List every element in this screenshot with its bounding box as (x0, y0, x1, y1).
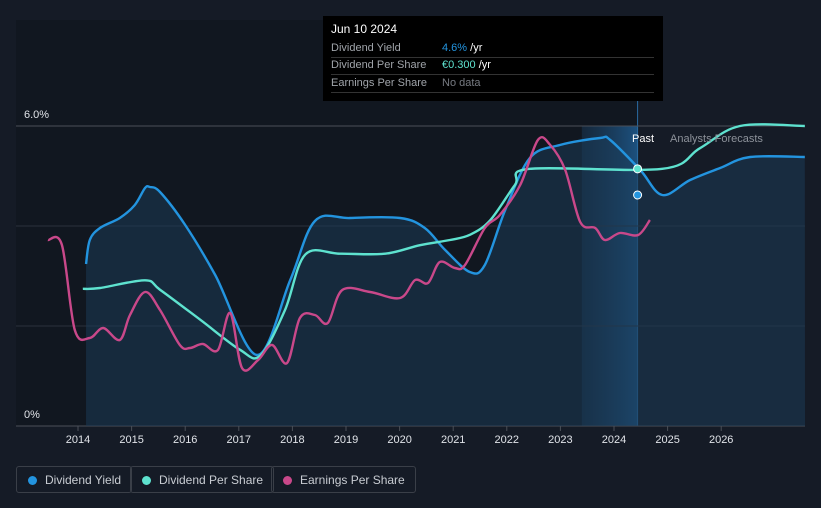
dividend-yield-marker (633, 190, 643, 200)
series-line-dividend-per-share (82, 123, 805, 360)
tooltip-row-dps: Dividend Per Share €0.300 /yr (331, 57, 654, 75)
x-tick-label: 2017 (227, 434, 251, 446)
x-tick-label: 2018 (280, 434, 304, 446)
legend-dividend-yield[interactable]: Dividend Yield (16, 466, 133, 493)
tooltip: Jun 10 2024 Dividend Yield 4.6% /yr Divid… (323, 16, 663, 101)
x-tick-label: 2024 (602, 434, 626, 446)
x-tick-label: 2015 (119, 434, 143, 446)
x-tick-label: 2014 (66, 434, 90, 446)
legend-dot-icon (28, 476, 37, 485)
x-tick-label: 2023 (548, 434, 572, 446)
y-tick-label: 0% (24, 409, 40, 421)
series-line-earnings-per-share (47, 136, 651, 372)
x-tick-label: 2016 (173, 434, 197, 446)
x-tick-label: 2019 (334, 434, 358, 446)
legend-dot-icon (142, 476, 151, 485)
x-tick-label: 2025 (655, 434, 679, 446)
x-tick-label: 2021 (441, 434, 465, 446)
x-tick-label: 2022 (495, 434, 519, 446)
x-tick-label: 2026 (709, 434, 733, 446)
dividend-per-share-marker (633, 164, 643, 174)
dividend-yield-area (86, 136, 806, 426)
tooltip-row-yield: Dividend Yield 4.6% /yr (331, 40, 654, 58)
tooltip-row-eps: Earnings Per Share No data (331, 75, 654, 93)
legend-dividend-per-share[interactable]: Dividend Per Share (130, 466, 275, 493)
forecast-label: Analysts Forecasts (670, 133, 763, 145)
legend-dot-icon (283, 476, 292, 485)
legend-earnings-per-share[interactable]: Earnings Per Share (271, 466, 416, 493)
x-tick-label: 2020 (387, 434, 411, 446)
tooltip-date: Jun 10 2024 (331, 22, 398, 36)
y-tick-label: 6.0% (24, 109, 49, 121)
past-label: Past (632, 133, 654, 145)
